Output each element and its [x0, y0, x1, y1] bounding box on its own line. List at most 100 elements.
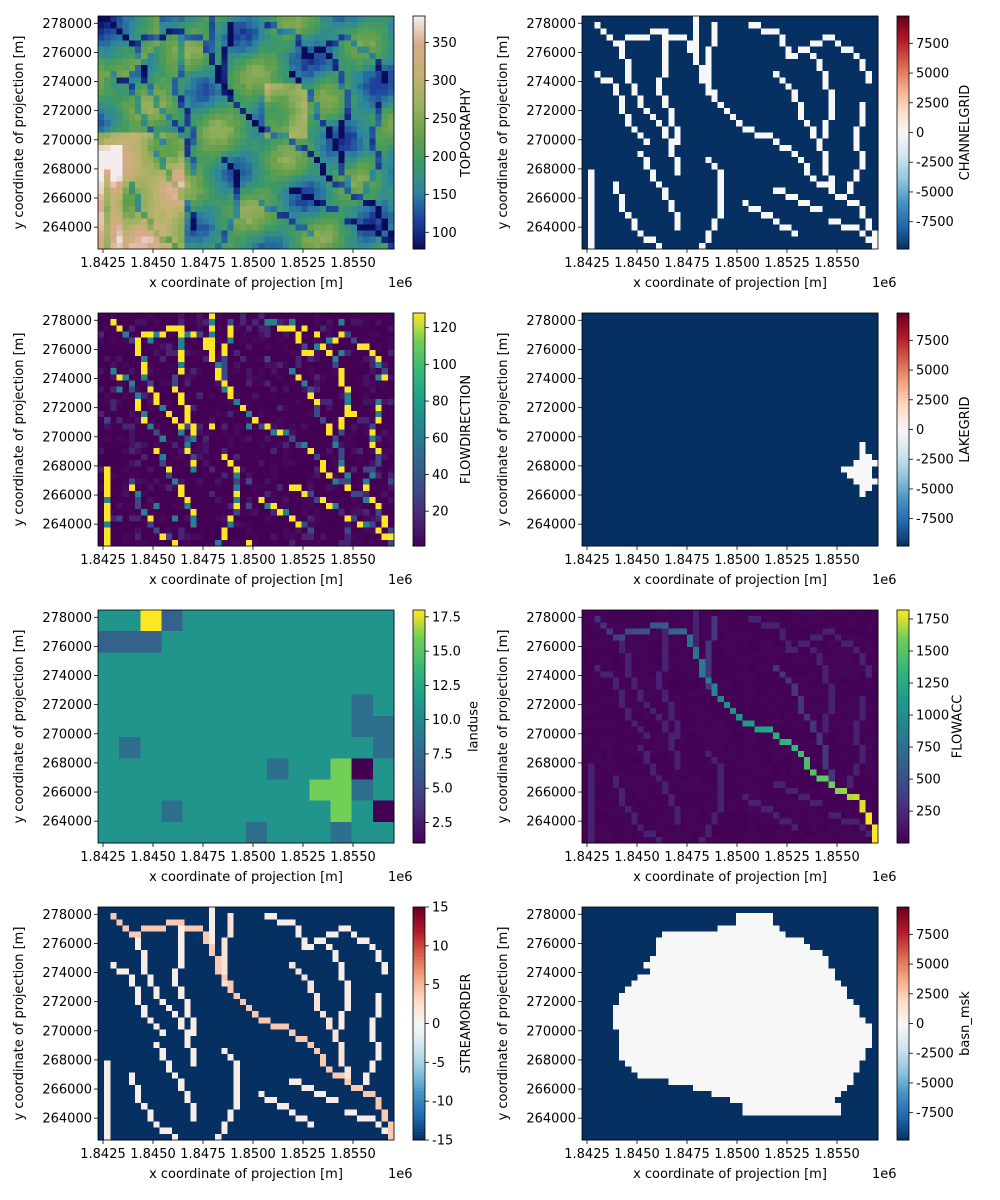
heatmap-cell — [767, 138, 774, 146]
heatmap-cell — [357, 16, 364, 23]
heatmap-cell — [283, 101, 290, 109]
heatmap-cell — [631, 28, 638, 35]
heatmap-cell — [338, 114, 346, 121]
heatmap-cell — [98, 429, 105, 437]
heatmap-cell — [834, 169, 842, 176]
heatmap-cell — [841, 193, 848, 201]
heatmap-cell — [147, 175, 154, 183]
heatmap-cell — [600, 224, 608, 232]
heatmap-cell — [600, 242, 608, 250]
heatmap-cell — [184, 95, 191, 103]
heatmap-cell — [717, 52, 725, 60]
heatmap-cell — [338, 417, 346, 424]
heatmap-cell — [662, 107, 669, 115]
heatmap-cell — [338, 163, 346, 170]
heatmap-cell — [246, 163, 253, 170]
heatmap-cell — [785, 22, 793, 29]
heatmap-cell — [313, 343, 321, 351]
heatmap-cell — [202, 157, 210, 164]
heatmap-cell — [301, 429, 309, 437]
heatmap-cell — [742, 22, 749, 29]
heatmap-cell — [723, 22, 731, 29]
heatmap-cell — [656, 52, 663, 60]
heatmap-cell — [178, 22, 185, 29]
heatmap-cell — [828, 163, 836, 170]
heatmap-cell — [693, 175, 700, 183]
heatmap-cell — [116, 380, 124, 388]
heatmap-cell — [859, 144, 867, 152]
y-tick-label: 266000 — [42, 192, 92, 207]
heatmap-cell — [313, 89, 321, 97]
heatmap-cell — [338, 212, 346, 219]
colorbar-segment — [413, 59, 425, 64]
heatmap-cell — [128, 89, 136, 97]
heatmap-cell — [128, 417, 136, 424]
heatmap-cell — [736, 89, 743, 97]
heatmap-cell — [98, 101, 105, 109]
heatmap-cell — [387, 77, 395, 84]
heatmap-cell — [233, 386, 241, 394]
heatmap-cell — [326, 65, 333, 72]
heatmap-cell — [153, 313, 161, 320]
heatmap-cell — [834, 236, 842, 244]
heatmap-cell — [116, 46, 124, 54]
heatmap-cell — [350, 120, 358, 127]
heatmap-cell — [785, 218, 793, 225]
heatmap-cell — [363, 218, 370, 225]
heatmap-cell — [588, 169, 595, 176]
heatmap-cell — [643, 132, 651, 140]
heatmap-cell — [804, 52, 811, 60]
heatmap-cell — [110, 337, 117, 345]
heatmap-cell — [723, 65, 731, 72]
heatmap-cell — [686, 218, 694, 225]
heatmap-cell — [215, 58, 222, 66]
heatmap-cell — [779, 218, 786, 225]
heatmap-cell — [847, 28, 854, 35]
heatmap-cell — [822, 95, 830, 103]
heatmap-cell — [98, 380, 105, 388]
heatmap-cell — [600, 132, 608, 140]
heatmap-cell — [779, 22, 786, 29]
heatmap-cell — [381, 199, 389, 207]
heatmap-cell — [141, 101, 148, 109]
heatmap-cell — [841, 224, 848, 232]
heatmap-cell — [289, 423, 296, 430]
heatmap-cell — [184, 417, 191, 424]
heatmap-cell — [705, 126, 712, 133]
heatmap-cell — [847, 169, 854, 176]
heatmap-cell — [110, 392, 117, 400]
heatmap-cell — [338, 83, 346, 91]
colorbar-segment — [413, 152, 425, 157]
heatmap-cell — [828, 199, 836, 207]
colorbar-segment — [897, 211, 909, 215]
heatmap-cell — [822, 46, 830, 54]
heatmap-cell — [822, 242, 830, 250]
heatmap-cell — [828, 65, 836, 72]
heatmap-cell — [816, 114, 823, 121]
heatmap-cell — [387, 187, 395, 195]
heatmap-cell — [326, 187, 333, 195]
heatmap-cell — [357, 193, 364, 201]
heatmap-cell — [301, 236, 309, 244]
heatmap-cell — [270, 447, 278, 455]
heatmap-cell — [141, 46, 148, 54]
heatmap-cell — [135, 22, 142, 29]
heatmap-cell — [387, 313, 395, 320]
heatmap-cell — [202, 236, 210, 244]
heatmap-cell — [252, 337, 259, 345]
heatmap-cell — [276, 349, 284, 357]
heatmap-cell — [141, 40, 148, 48]
heatmap-cell — [668, 144, 675, 152]
heatmap-cell — [153, 22, 161, 29]
heatmap-cell — [135, 16, 142, 23]
heatmap-cell — [742, 138, 749, 146]
heatmap-cell — [344, 58, 352, 66]
heatmap-cell — [165, 355, 173, 363]
heatmap-cell — [153, 362, 161, 369]
heatmap-cell — [865, 138, 873, 146]
heatmap-cell — [239, 193, 247, 201]
heatmap-cell — [190, 107, 198, 115]
heatmap-cell — [141, 212, 148, 219]
heatmap-cell — [773, 144, 780, 152]
heatmap-cell — [326, 132, 333, 140]
